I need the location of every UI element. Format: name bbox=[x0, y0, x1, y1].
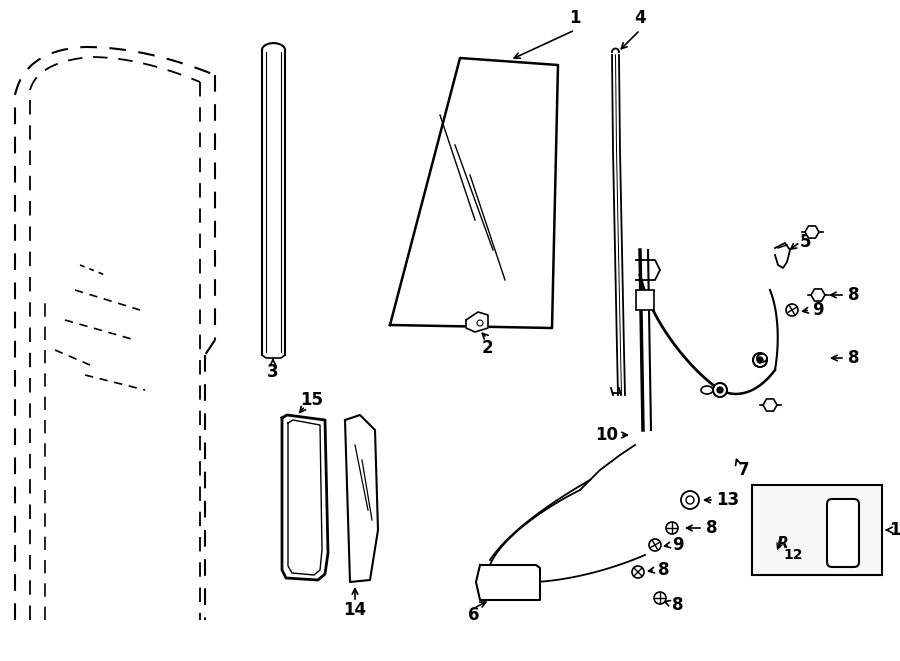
Text: 4: 4 bbox=[634, 9, 646, 27]
Text: 9: 9 bbox=[672, 536, 684, 554]
Circle shape bbox=[681, 491, 699, 509]
Circle shape bbox=[632, 566, 644, 578]
Ellipse shape bbox=[701, 386, 713, 394]
Polygon shape bbox=[345, 415, 378, 582]
Text: 2: 2 bbox=[482, 339, 493, 357]
Circle shape bbox=[666, 522, 678, 534]
Text: 14: 14 bbox=[344, 601, 366, 619]
Text: 12: 12 bbox=[783, 548, 803, 562]
Polygon shape bbox=[282, 415, 328, 580]
Circle shape bbox=[713, 383, 727, 397]
Text: 7: 7 bbox=[738, 461, 750, 479]
FancyBboxPatch shape bbox=[827, 499, 859, 567]
Polygon shape bbox=[763, 399, 777, 411]
Text: 1: 1 bbox=[569, 9, 580, 27]
Bar bbox=[752, 485, 882, 575]
Text: 8: 8 bbox=[672, 596, 683, 614]
Circle shape bbox=[753, 353, 767, 367]
Text: 11: 11 bbox=[889, 521, 900, 539]
Text: 8: 8 bbox=[658, 561, 670, 579]
Circle shape bbox=[717, 387, 723, 393]
Text: 8: 8 bbox=[848, 286, 860, 304]
Bar bbox=[636, 290, 654, 310]
Text: 6: 6 bbox=[468, 606, 480, 624]
Text: 8: 8 bbox=[706, 519, 717, 537]
Text: 15: 15 bbox=[300, 391, 323, 409]
Polygon shape bbox=[390, 58, 558, 328]
Polygon shape bbox=[466, 312, 488, 332]
Polygon shape bbox=[805, 226, 819, 238]
Text: 10: 10 bbox=[595, 426, 618, 444]
Text: R: R bbox=[777, 535, 789, 551]
Ellipse shape bbox=[757, 354, 767, 362]
Circle shape bbox=[786, 304, 798, 316]
Text: 13: 13 bbox=[716, 491, 739, 509]
Circle shape bbox=[649, 539, 661, 551]
Text: 3: 3 bbox=[267, 363, 279, 381]
Polygon shape bbox=[476, 565, 540, 600]
Polygon shape bbox=[811, 289, 825, 301]
Circle shape bbox=[757, 357, 763, 363]
Text: 9: 9 bbox=[812, 301, 824, 319]
Text: 8: 8 bbox=[848, 349, 860, 367]
Text: 5: 5 bbox=[800, 233, 812, 251]
Circle shape bbox=[654, 592, 666, 604]
